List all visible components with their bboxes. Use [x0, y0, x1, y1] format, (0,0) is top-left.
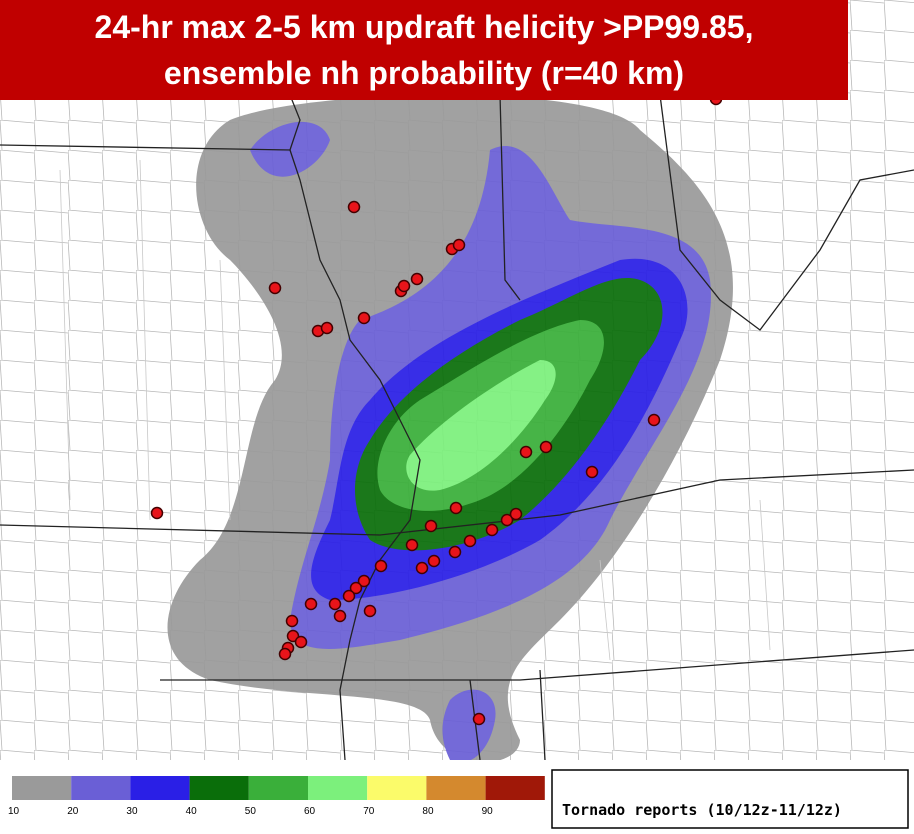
colorbar-swatch: [308, 776, 368, 800]
colorbar-swatch: [426, 776, 486, 800]
colorbar-label: 50: [245, 806, 257, 817]
title-line: ensemble nh probability (r=40 km): [164, 55, 684, 91]
colorbar-swatch: [367, 776, 427, 800]
colorbar-label: 60: [304, 806, 316, 817]
colorbar-label: 90: [482, 806, 494, 817]
colorbar-label: 80: [422, 806, 434, 817]
legend-box: [551, 769, 909, 829]
colorbar-swatch: [130, 776, 190, 800]
title-line: 24-hr max 2-5 km updraft helicity >PP99.…: [95, 9, 754, 45]
colorbar-label: 10: [8, 806, 20, 817]
legend-text: Tornado reports (10/12z-11/12z): [562, 801, 842, 819]
colorbar-swatch: [485, 776, 545, 800]
colorbar-swatch: [248, 776, 308, 800]
title-banner: [0, 0, 848, 100]
colorbar-label: 30: [126, 806, 138, 817]
colorbar-label: 20: [67, 806, 79, 817]
probability-contours: [167, 95, 733, 763]
colorbar-swatch: [71, 776, 131, 800]
colorbar: 10 20 30 40 50 60 70 80 90: [8, 776, 545, 817]
colorbar-label: 40: [186, 806, 198, 817]
colorbar-label: 70: [363, 806, 375, 817]
colorbar-swatch: [12, 776, 72, 800]
state-borders: [0, 94, 914, 761]
colorbar-swatch: [189, 776, 249, 800]
